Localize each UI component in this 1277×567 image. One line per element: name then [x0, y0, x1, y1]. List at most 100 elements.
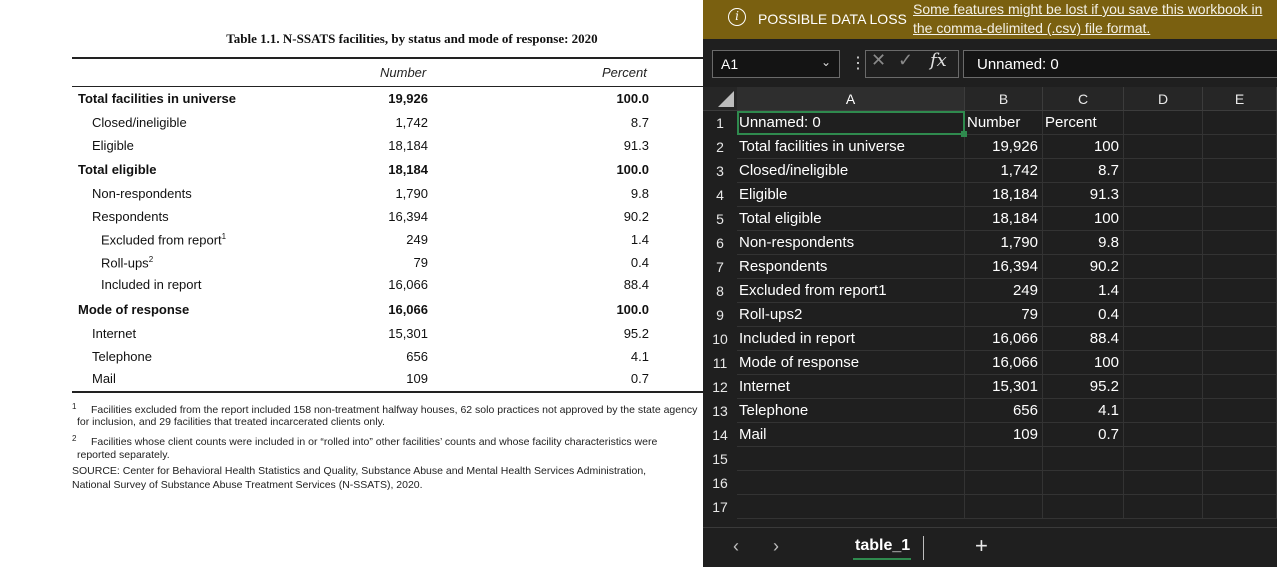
grid-cell[interactable]: Respondents: [737, 255, 965, 279]
grid-cell[interactable]: [1124, 135, 1203, 159]
grid-cell[interactable]: Non-respondents: [737, 231, 965, 255]
column-header[interactable]: D: [1124, 87, 1203, 111]
row-header[interactable]: 6: [716, 235, 724, 251]
grid-cell[interactable]: Mail: [737, 423, 965, 447]
grid-cell[interactable]: 249: [965, 279, 1043, 303]
cancel-icon[interactable]: ✕: [871, 50, 887, 70]
chevron-right-icon[interactable]: ›: [773, 536, 779, 556]
row-header[interactable]: 16: [712, 475, 728, 491]
grid-cell[interactable]: [1203, 495, 1277, 519]
grid-cell[interactable]: [1124, 303, 1203, 327]
grid-cell[interactable]: 100: [1043, 351, 1124, 375]
fill-handle[interactable]: [961, 131, 967, 137]
grid-cell[interactable]: 91.3: [1043, 183, 1124, 207]
grid-cell[interactable]: 9.8: [1043, 231, 1124, 255]
grid-cell[interactable]: [1043, 495, 1124, 519]
grid-cell[interactable]: Eligible: [737, 183, 965, 207]
grid-cell[interactable]: 109: [965, 423, 1043, 447]
grid-cell[interactable]: [1203, 423, 1277, 447]
grid-cell[interactable]: [1124, 447, 1203, 471]
grid-cell[interactable]: [1203, 375, 1277, 399]
grid-cell[interactable]: Telephone: [737, 399, 965, 423]
row-header[interactable]: 13: [712, 403, 728, 419]
function-icon[interactable]: fx: [930, 50, 947, 71]
grid-cell[interactable]: 656: [965, 399, 1043, 423]
column-header[interactable]: B: [965, 87, 1043, 111]
formula-input[interactable]: Unnamed: 0: [963, 50, 1277, 78]
row-header[interactable]: 15: [712, 451, 728, 467]
grid-cell[interactable]: 88.4: [1043, 327, 1124, 351]
select-all-corner[interactable]: [703, 87, 737, 111]
grid-cell[interactable]: [1203, 255, 1277, 279]
spreadsheet-grid[interactable]: A B C D E 1 Unnamed: 0 Number Percent 2 Total faci…: [703, 87, 1277, 527]
grid-cell[interactable]: 4.1: [1043, 399, 1124, 423]
column-header[interactable]: A: [737, 87, 965, 111]
grid-cell[interactable]: [737, 471, 965, 495]
grid-cell[interactable]: Included in report: [737, 327, 965, 351]
grid-cell[interactable]: [1124, 471, 1203, 495]
grid-cell[interactable]: [1124, 159, 1203, 183]
row-header[interactable]: 2: [716, 139, 724, 155]
row-header[interactable]: 10: [712, 331, 728, 347]
grid-cell[interactable]: [1203, 303, 1277, 327]
grid-cell[interactable]: [1203, 447, 1277, 471]
grid-cell[interactable]: [1124, 111, 1203, 135]
grid-cell[interactable]: Total facilities in universe: [737, 135, 965, 159]
grid-cell[interactable]: 19,926: [965, 135, 1043, 159]
grid-cell[interactable]: [1203, 399, 1277, 423]
grid-cell[interactable]: Mode of response: [737, 351, 965, 375]
grid-cell[interactable]: 0.7: [1043, 423, 1124, 447]
grid-cell[interactable]: [1203, 183, 1277, 207]
grid-cell[interactable]: [1124, 207, 1203, 231]
row-header[interactable]: 14: [712, 427, 728, 443]
grid-cell[interactable]: [737, 495, 965, 519]
grid-cell[interactable]: [1203, 471, 1277, 495]
column-header[interactable]: E: [1203, 87, 1277, 111]
grid-cell[interactable]: 16,394: [965, 255, 1043, 279]
grid-cell[interactable]: [965, 447, 1043, 471]
grid-cell[interactable]: [1043, 447, 1124, 471]
grid-cell[interactable]: [1124, 495, 1203, 519]
row-header[interactable]: 11: [712, 355, 728, 371]
more-options-icon[interactable]: ⋮: [850, 55, 866, 72]
grid-cell[interactable]: 0.4: [1043, 303, 1124, 327]
grid-cell[interactable]: 1.4: [1043, 279, 1124, 303]
row-header[interactable]: 3: [716, 163, 724, 179]
grid-cell[interactable]: Roll-ups2: [737, 303, 965, 327]
row-header[interactable]: 5: [716, 211, 724, 227]
grid-cell[interactable]: Closed/ineligible: [737, 159, 965, 183]
row-header[interactable]: 12: [712, 379, 728, 395]
grid-cell[interactable]: 100: [1043, 135, 1124, 159]
column-header[interactable]: C: [1043, 87, 1124, 111]
grid-cell[interactable]: Unnamed: 0: [737, 111, 965, 135]
grid-cell[interactable]: [1203, 231, 1277, 255]
chevron-down-icon[interactable]: ⌄: [820, 55, 831, 69]
grid-cell[interactable]: [1203, 135, 1277, 159]
add-sheet-button[interactable]: +: [975, 533, 988, 558]
grid-cell[interactable]: 16,066: [965, 327, 1043, 351]
grid-cell[interactable]: 16,066: [965, 351, 1043, 375]
grid-cell[interactable]: [1203, 279, 1277, 303]
row-header[interactable]: 9: [716, 307, 724, 323]
grid-cell[interactable]: [1124, 255, 1203, 279]
row-header[interactable]: 17: [712, 499, 728, 515]
grid-cell[interactable]: [1124, 279, 1203, 303]
row-header[interactable]: 8: [716, 283, 724, 299]
grid-cell[interactable]: [1203, 111, 1277, 135]
grid-cell[interactable]: [1124, 375, 1203, 399]
banner-message-link[interactable]: Some features might be lost if you save …: [913, 1, 1263, 36]
sheet-tab-table-1[interactable]: table_1: [855, 537, 911, 554]
grid-cell[interactable]: [1043, 471, 1124, 495]
grid-cell[interactable]: [965, 495, 1043, 519]
grid-cell[interactable]: 1,742: [965, 159, 1043, 183]
check-icon[interactable]: ✓: [898, 50, 914, 70]
grid-cell[interactable]: Excluded from report1: [737, 279, 965, 303]
grid-cell[interactable]: [1124, 231, 1203, 255]
grid-cell[interactable]: [1124, 423, 1203, 447]
grid-cell[interactable]: Percent: [1043, 111, 1124, 135]
grid-cell[interactable]: 79: [965, 303, 1043, 327]
grid-cell[interactable]: [1124, 351, 1203, 375]
grid-cell[interactable]: [965, 471, 1043, 495]
grid-cell[interactable]: [1124, 399, 1203, 423]
row-header[interactable]: 1: [716, 115, 724, 131]
